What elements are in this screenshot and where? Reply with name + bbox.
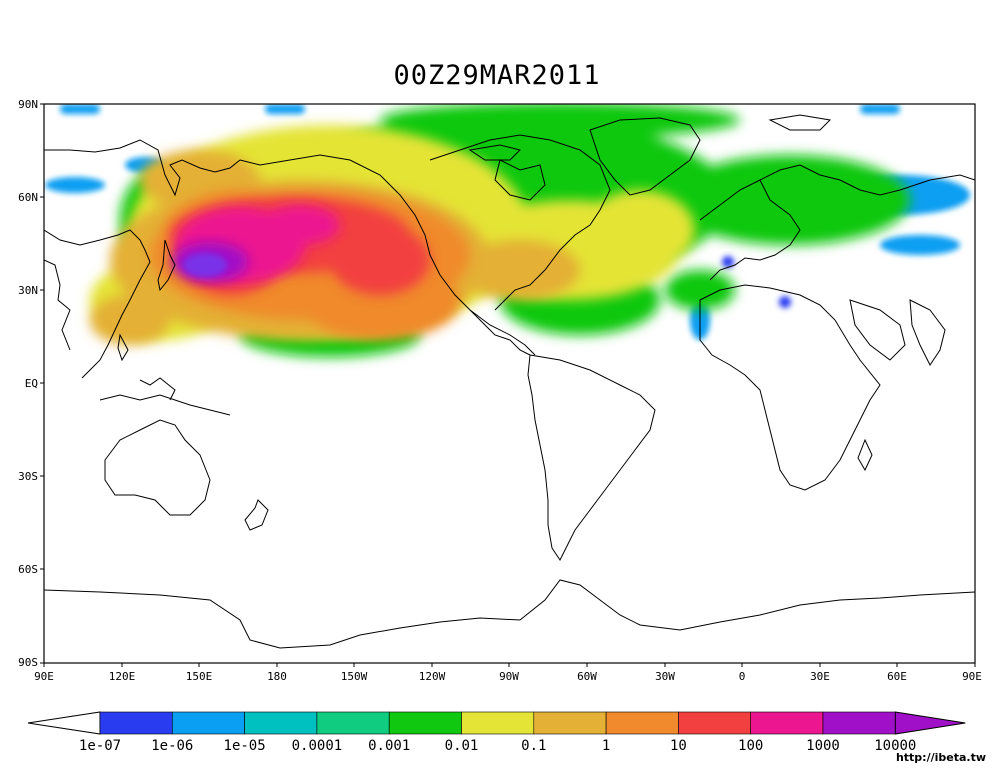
legend-swatch — [172, 711, 245, 735]
legend-swatch — [533, 711, 607, 735]
concentration-plume — [45, 104, 970, 357]
map-title: 00Z29MAR2011 — [393, 60, 601, 91]
legend-swatch — [27, 711, 101, 735]
legend-label: 10000 — [874, 738, 916, 754]
x-tick-label: 90W — [499, 670, 519, 683]
x-tick-label: 150W — [341, 670, 368, 683]
legend-label: 1 — [602, 738, 610, 754]
x-tick-label: 90E — [34, 670, 54, 683]
x-tick-label: 120W — [419, 670, 446, 683]
legend-label: 1000 — [806, 738, 840, 754]
legend-swatch — [316, 711, 390, 735]
y-tick-label: 30S — [18, 470, 38, 483]
x-tick-label: 30W — [655, 670, 675, 683]
legend-swatch — [822, 711, 896, 735]
x-tick-label: 120E — [109, 670, 136, 683]
legend-label: 0.01 — [445, 738, 479, 754]
legend-label: 1e-07 — [79, 738, 121, 754]
legend-label: 0.0001 — [292, 738, 343, 754]
x-tick-label: 60W — [577, 670, 597, 683]
legend-swatch — [678, 711, 752, 735]
y-axis: 90N 60N 30N EQ 30S 60S 90S — [18, 98, 44, 669]
legend-swatch — [894, 711, 966, 735]
legend-swatch — [244, 711, 318, 735]
x-tick-label: 30E — [810, 670, 830, 683]
legend-label: 10 — [670, 738, 687, 754]
x-tick-label: 0 — [739, 670, 746, 683]
x-tick-label: 180 — [267, 670, 287, 683]
y-tick-label: 90N — [18, 98, 38, 111]
legend-swatch — [750, 711, 824, 735]
legend-swatch — [461, 711, 535, 735]
legend-label: 100 — [738, 738, 763, 754]
color-legend: 1e-07 1e-06 1e-05 0.0001 0.001 0.01 0.1 1 10 100 1… — [27, 711, 966, 754]
legend-label: 0.1 — [521, 738, 546, 754]
world-map: 90N 60N 30N EQ 30S 60S 90S 90E 120E 150E… — [18, 98, 982, 683]
y-tick-label: 60N — [18, 191, 38, 204]
y-tick-label: 90S — [18, 656, 38, 669]
legend-swatch — [99, 711, 173, 735]
credit-text: http://ibeta.tw — [895, 751, 986, 764]
legend-swatch — [388, 711, 462, 735]
y-tick-label: EQ — [25, 377, 38, 390]
legend-label: 0.001 — [368, 738, 410, 754]
y-tick-label: 60S — [18, 563, 38, 576]
x-tick-label: 60E — [887, 670, 907, 683]
y-tick-label: 30N — [18, 284, 38, 297]
legend-label: 1e-06 — [151, 738, 193, 754]
legend-swatch — [605, 711, 679, 735]
legend-label: 1e-05 — [224, 738, 266, 754]
x-tick-label: 150E — [186, 670, 213, 683]
coastlines — [44, 114, 975, 649]
x-axis: 90E 120E 150E 180 150W 120W 90W 60W 30W … — [34, 663, 982, 683]
x-tick-label: 90E — [962, 670, 982, 683]
